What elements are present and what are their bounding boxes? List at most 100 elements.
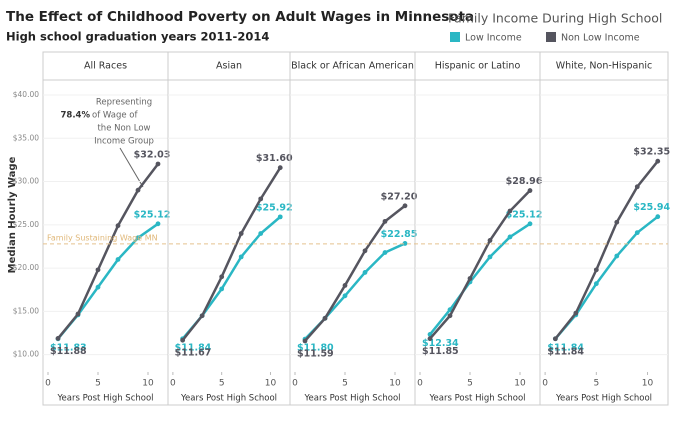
y-tick-label: $35.00 <box>13 133 39 142</box>
x-tick-label: 5 <box>219 379 225 389</box>
x-tick-label: 10 <box>265 379 277 389</box>
legend-label: Low Income <box>465 33 522 44</box>
series-line <box>57 163 159 340</box>
value-label: $11.84 <box>175 342 212 353</box>
y-axis-label: Median Hourly Wage <box>7 156 18 273</box>
x-axis-label: Years Post High School <box>555 394 652 404</box>
point <box>219 286 225 292</box>
point <box>95 267 101 273</box>
series-line <box>304 204 406 342</box>
x-tick-label: 5 <box>95 379 101 389</box>
value-label: $11.88 <box>50 346 87 357</box>
value-label: $11.85 <box>422 346 459 357</box>
point <box>258 196 264 202</box>
chart-title: The Effect of Childhood Poverty on Adult… <box>6 9 474 25</box>
legend-swatch <box>546 32 556 42</box>
value-label: $25.92 <box>256 202 293 213</box>
point <box>634 184 640 190</box>
point <box>593 267 599 273</box>
reference-label: Family Sustaining Wage MN <box>47 233 158 242</box>
panel-title: All Races <box>84 61 127 72</box>
y-tick-label: $25.00 <box>13 220 39 229</box>
x-tick-label: 5 <box>467 379 473 389</box>
value-label: $32.03 <box>134 149 171 160</box>
legend-swatch <box>450 32 460 42</box>
x-tick-label: 10 <box>642 379 654 389</box>
annotation-arrow <box>119 147 144 188</box>
point <box>447 313 453 319</box>
legend-title: Family Income During High School <box>448 11 662 26</box>
value-label: $22.85 <box>381 229 418 240</box>
point <box>115 223 121 229</box>
y-tick-label: $20.00 <box>13 263 39 272</box>
y-tick-label: $40.00 <box>13 90 39 99</box>
point <box>427 336 433 342</box>
value-label: $11.80 <box>297 343 334 354</box>
point <box>593 281 599 287</box>
point <box>655 214 661 220</box>
panel-title: Asian <box>216 61 242 72</box>
point <box>55 336 61 341</box>
point <box>402 203 408 209</box>
point <box>527 188 533 193</box>
series-line <box>429 222 531 336</box>
x-tick-label: 0 <box>292 379 298 389</box>
value-label: $31.60 <box>256 153 293 164</box>
point <box>614 253 620 259</box>
point <box>238 231 244 236</box>
annotation: Income Group <box>94 137 154 147</box>
point <box>342 293 348 299</box>
point <box>527 221 533 227</box>
annotation: Representing <box>96 98 152 108</box>
annotation: the Non Low <box>97 124 150 134</box>
x-tick-label: 10 <box>389 379 401 389</box>
point <box>614 219 620 225</box>
point <box>402 241 408 246</box>
y-tick-label: $30.00 <box>13 177 39 186</box>
point <box>487 238 493 243</box>
x-axis-label: Years Post High School <box>303 394 400 404</box>
chart-subtitle: High school graduation years 2011-2014 <box>6 30 269 44</box>
panel-title: Hispanic or Latino <box>435 61 521 72</box>
series-line <box>554 160 659 340</box>
point <box>155 161 161 167</box>
value-label: $11.84 <box>547 346 584 357</box>
point <box>277 214 283 220</box>
x-tick-label: 5 <box>593 379 599 389</box>
panel-title: Black or African American <box>291 61 414 72</box>
series-line <box>181 167 282 342</box>
point <box>507 234 513 240</box>
x-tick-label: 0 <box>417 379 423 389</box>
x-tick-label: 0 <box>45 379 51 389</box>
point <box>199 313 205 319</box>
point <box>135 235 141 241</box>
point <box>552 336 558 342</box>
point <box>219 274 225 280</box>
point <box>180 337 186 343</box>
x-tick-label: 10 <box>142 379 154 389</box>
point <box>75 311 81 317</box>
value-label: $11.84 <box>547 342 584 353</box>
point <box>238 254 244 260</box>
point <box>322 315 328 321</box>
x-tick-label: 5 <box>342 379 348 389</box>
point <box>155 221 161 227</box>
x-axis-label: Years Post High School <box>428 394 525 404</box>
point <box>487 254 493 260</box>
x-tick-label: 0 <box>542 379 548 389</box>
point <box>342 283 348 288</box>
frame <box>42 51 669 406</box>
point <box>634 230 640 236</box>
point <box>302 338 308 344</box>
value-label: $28.96 <box>506 176 543 187</box>
point <box>362 248 368 254</box>
value-label: $25.94 <box>633 202 670 213</box>
value-label: $12.34 <box>422 338 459 349</box>
value-label: $11.59 <box>297 348 334 359</box>
y-tick-label: $15.00 <box>13 306 39 315</box>
value-label: $11.83 <box>50 342 87 353</box>
y-tick-label: $10.00 <box>13 350 39 359</box>
point <box>362 270 368 275</box>
